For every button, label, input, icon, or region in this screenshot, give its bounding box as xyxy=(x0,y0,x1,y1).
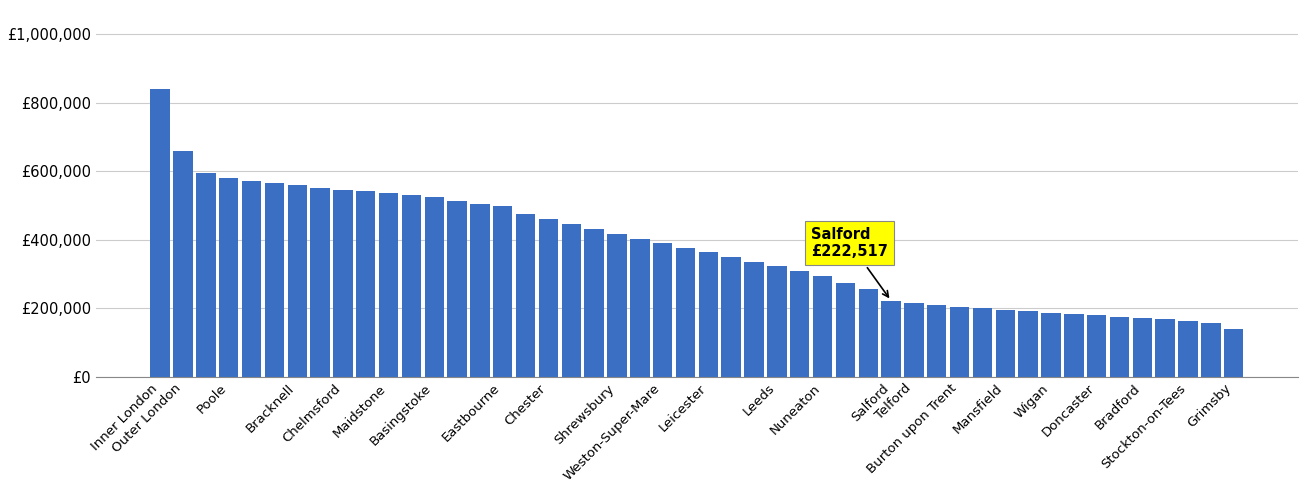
Bar xyxy=(813,276,833,377)
Bar xyxy=(150,89,170,377)
Bar xyxy=(561,224,581,377)
Bar xyxy=(927,305,946,377)
Text: Salford
£222,517: Salford £222,517 xyxy=(812,227,889,297)
Bar xyxy=(767,266,787,377)
Bar xyxy=(698,252,718,377)
Bar xyxy=(744,262,763,377)
Bar xyxy=(196,173,215,377)
Bar xyxy=(219,178,239,377)
Bar xyxy=(859,289,878,377)
Bar xyxy=(1041,313,1061,377)
Bar xyxy=(835,283,855,377)
Bar xyxy=(722,257,741,377)
Bar xyxy=(265,183,284,377)
Bar xyxy=(402,196,422,377)
Bar xyxy=(333,190,352,377)
Bar xyxy=(287,185,307,377)
Bar xyxy=(424,197,444,377)
Bar xyxy=(676,248,696,377)
Bar xyxy=(630,239,650,377)
Bar xyxy=(904,303,924,377)
Bar xyxy=(996,310,1015,377)
Bar xyxy=(1178,321,1198,377)
Bar xyxy=(539,219,559,377)
Bar xyxy=(1155,319,1174,377)
Bar xyxy=(493,206,513,377)
Bar xyxy=(378,193,398,377)
Bar xyxy=(1224,329,1244,377)
Bar xyxy=(1109,317,1129,377)
Bar xyxy=(972,309,992,377)
Bar xyxy=(585,229,604,377)
Bar xyxy=(1087,316,1107,377)
Bar xyxy=(1133,318,1152,377)
Bar xyxy=(470,204,489,377)
Bar xyxy=(881,301,900,377)
Bar xyxy=(652,244,672,377)
Bar xyxy=(356,191,376,377)
Bar xyxy=(311,188,330,377)
Bar xyxy=(448,201,467,377)
Bar xyxy=(174,151,193,377)
Bar xyxy=(790,271,809,377)
Bar xyxy=(950,307,970,377)
Bar xyxy=(1064,314,1083,377)
Bar xyxy=(1201,323,1220,377)
Bar xyxy=(515,214,535,377)
Bar xyxy=(1018,311,1037,377)
Bar xyxy=(241,181,261,377)
Bar xyxy=(607,234,626,377)
